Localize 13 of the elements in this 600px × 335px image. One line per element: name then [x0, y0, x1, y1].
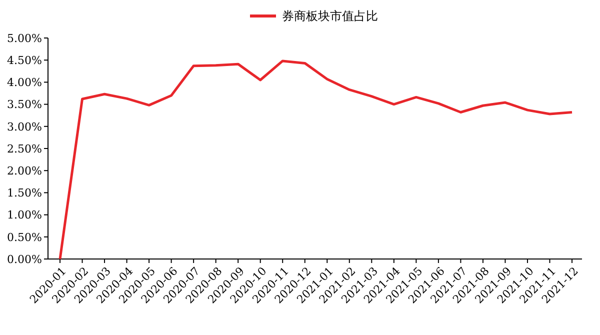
- y-tick-label: 0.00%: [7, 252, 42, 266]
- legend-label: 券商板块市值占比: [282, 9, 378, 24]
- y-tick-label: 1.00%: [7, 208, 42, 222]
- y-tick-label: 2.00%: [7, 164, 42, 178]
- y-tick-label: 4.00%: [7, 76, 42, 90]
- y-tick-label: 3.00%: [7, 120, 42, 134]
- y-tick-label: 2.50%: [7, 142, 42, 156]
- line-series: [58, 60, 574, 260]
- y-tick-label: 4.50%: [7, 54, 42, 67]
- y-tick-label: 0.50%: [7, 230, 42, 244]
- y-tick-label: 3.50%: [7, 98, 42, 112]
- y-tick-label: 5.00%: [7, 32, 42, 45]
- y-tick-label: 1.50%: [7, 186, 42, 200]
